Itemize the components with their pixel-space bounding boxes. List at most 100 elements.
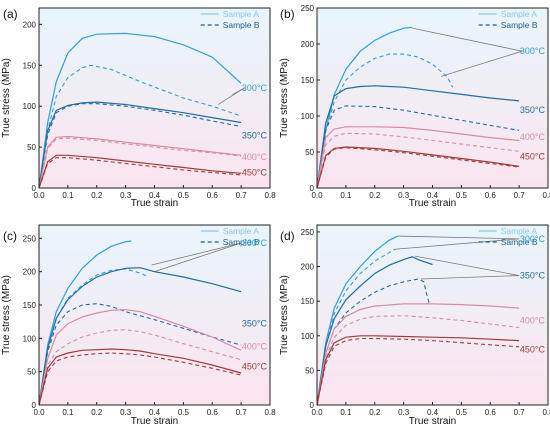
plot-background bbox=[317, 225, 548, 405]
series-300C-sample-A bbox=[316, 26, 413, 189]
series-350C-sample-A bbox=[316, 256, 433, 406]
y-tick-label: 250 bbox=[301, 4, 315, 13]
leader-line bbox=[394, 238, 520, 250]
x-tick-label: 0.8 bbox=[264, 191, 276, 200]
x-tick-label: 0.0 bbox=[311, 191, 323, 200]
series-350C-sample-A bbox=[38, 267, 242, 406]
temperature-label-450C: 450°C bbox=[242, 167, 268, 177]
x-axis-label: True strain bbox=[131, 198, 178, 209]
x-tick-label: 0.7 bbox=[236, 191, 248, 200]
temperature-label-350C: 350°C bbox=[520, 105, 546, 115]
temperature-label-300C: 300°C bbox=[520, 234, 546, 244]
series-350C-sample-B bbox=[316, 278, 431, 406]
x-tick-label: 0.2 bbox=[91, 408, 103, 417]
temperature-label-300C: 300°C bbox=[242, 83, 268, 93]
x-tick-label: 0.1 bbox=[62, 191, 74, 200]
plot-background bbox=[39, 225, 270, 405]
legend-label-sample-a: Sample A bbox=[223, 9, 260, 19]
x-tick-label: 0.0 bbox=[33, 191, 45, 200]
y-tick-label: 0 bbox=[32, 401, 37, 410]
temperature-label-400C: 400°C bbox=[520, 132, 546, 142]
x-tick-label: 0.3 bbox=[398, 408, 410, 417]
x-axis-label: True strain bbox=[409, 416, 456, 427]
y-axis-label: True stress (MPa) bbox=[279, 275, 290, 355]
y-tick-label: 100 bbox=[301, 332, 315, 341]
y-tick-label: 250 bbox=[301, 228, 315, 237]
legend-label-sample-b: Sample B bbox=[501, 237, 538, 247]
y-tick-label: 100 bbox=[23, 334, 37, 343]
y-tick-label: 0 bbox=[310, 184, 315, 193]
series-300C-sample-B bbox=[316, 53, 454, 189]
leader-line bbox=[397, 235, 520, 240]
series-400C-sample-A bbox=[38, 309, 242, 406]
leader-line bbox=[151, 242, 242, 266]
x-tick-label: 0.4 bbox=[427, 408, 439, 417]
plot-background bbox=[317, 8, 548, 188]
temperature-label-350C: 350°C bbox=[520, 271, 546, 281]
x-tick-label: 0.2 bbox=[369, 408, 381, 417]
y-tick-label: 50 bbox=[305, 148, 314, 157]
x-tick-label: 0.5 bbox=[178, 191, 190, 200]
x-tick-label: 0.7 bbox=[236, 408, 248, 417]
leader-line bbox=[420, 275, 520, 280]
x-tick-label: 0.3 bbox=[120, 191, 132, 200]
series-400C-sample-A bbox=[316, 303, 520, 406]
series-300C-sample-B bbox=[38, 64, 242, 189]
leader-line bbox=[415, 255, 520, 276]
y-axis-label: True stress (MPa) bbox=[279, 58, 290, 138]
leader-line bbox=[217, 87, 245, 105]
y-tick-label: 150 bbox=[301, 76, 315, 85]
temperature-label-400C: 400°C bbox=[242, 152, 268, 162]
y-tick-label: 0 bbox=[32, 184, 37, 193]
x-tick-label: 0.5 bbox=[456, 408, 468, 417]
leader-line bbox=[154, 242, 242, 273]
temperature-label-450C: 450°C bbox=[520, 151, 546, 161]
x-tick-label: 0.5 bbox=[178, 408, 190, 417]
temperature-label-400C: 400°C bbox=[242, 341, 268, 351]
x-tick-label: 0.6 bbox=[207, 191, 219, 200]
x-tick-label: 0.4 bbox=[149, 191, 161, 200]
temperature-label-300C: 300°C bbox=[520, 46, 546, 56]
y-tick-label: 50 bbox=[27, 143, 36, 152]
legend-label-sample-a: Sample A bbox=[501, 226, 538, 236]
y-tick-label: 250 bbox=[23, 234, 37, 243]
x-tick-label: 0.0 bbox=[311, 408, 323, 417]
x-tick-label: 0.1 bbox=[340, 191, 352, 200]
temperature-label-300C: 300°C bbox=[242, 238, 268, 248]
y-axis-label: True stress (MPa) bbox=[1, 275, 12, 355]
x-tick-label: 0.2 bbox=[369, 191, 381, 200]
temperature-label-450C: 450°C bbox=[242, 361, 268, 371]
series-400C-sample-B bbox=[38, 137, 242, 189]
series-300C-sample-A bbox=[316, 235, 399, 406]
panel-c: 0.0 0.1 0.2 0.3 0.4 0.5 0.6 0.7 0.8 0 50 100 150 200 2… bbox=[1, 224, 276, 427]
legend-label-sample-b: Sample B bbox=[223, 20, 260, 30]
panel-label: (a) bbox=[3, 7, 18, 21]
x-tick-label: 0.1 bbox=[340, 408, 352, 417]
x-tick-label: 0.7 bbox=[514, 191, 526, 200]
panel-label: (c) bbox=[3, 229, 17, 243]
plot-background bbox=[39, 8, 270, 188]
temperature-label-350C: 350°C bbox=[242, 319, 268, 329]
x-tick-label: 0.8 bbox=[542, 191, 550, 200]
series-400C-sample-B bbox=[316, 315, 520, 406]
series-350C-sample-B bbox=[38, 303, 242, 406]
x-tick-label: 0.2 bbox=[91, 191, 103, 200]
y-tick-label: 200 bbox=[23, 20, 37, 29]
panel-a: 0.0 0.1 0.2 0.3 0.4 0.5 0.6 0.7 0.8 0 50 100 150 200 T… bbox=[1, 7, 276, 209]
x-tick-label: 0.6 bbox=[485, 191, 497, 200]
legend-label-sample-b: Sample B bbox=[223, 237, 260, 247]
series-450C-sample-A bbox=[38, 154, 242, 189]
x-tick-label: 0.3 bbox=[120, 408, 132, 417]
temperature-label-450C: 450°C bbox=[520, 345, 546, 355]
leader-line bbox=[412, 27, 523, 52]
y-tick-label: 0 bbox=[310, 401, 315, 410]
y-tick-label: 200 bbox=[301, 40, 315, 49]
panel-label: (b) bbox=[280, 7, 295, 21]
y-tick-label: 200 bbox=[23, 268, 37, 277]
leader-line bbox=[441, 50, 523, 77]
x-tick-label: 0.4 bbox=[149, 408, 161, 417]
x-tick-label: 0.7 bbox=[514, 408, 526, 417]
series-350C-sample-B bbox=[316, 105, 520, 189]
y-tick-label: 200 bbox=[301, 263, 315, 272]
